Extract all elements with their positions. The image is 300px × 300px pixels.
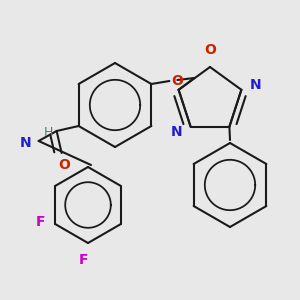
Text: N: N <box>20 136 32 150</box>
Text: O: O <box>171 74 183 88</box>
Text: F: F <box>36 215 45 229</box>
Text: O: O <box>59 158 70 172</box>
Text: O: O <box>204 43 216 57</box>
Text: N: N <box>249 78 261 92</box>
Text: F: F <box>78 253 88 267</box>
Text: H: H <box>44 127 53 140</box>
Text: N: N <box>171 125 183 139</box>
